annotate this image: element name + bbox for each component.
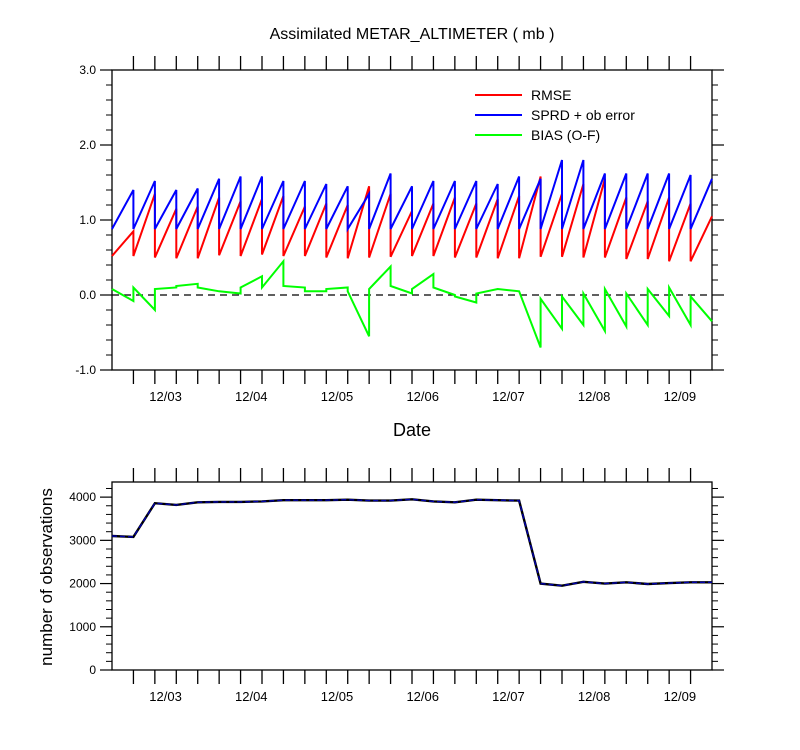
y-tick-label: 1.0 xyxy=(79,213,96,227)
x-tick-label: 12/08 xyxy=(578,389,611,404)
x-tick-label: 12/07 xyxy=(492,389,525,404)
y-axis-label: number of observations xyxy=(37,488,56,666)
y-tick-label: 1000 xyxy=(69,620,96,634)
x-tick-label: 12/09 xyxy=(664,389,697,404)
x-tick-label: 12/05 xyxy=(321,689,354,704)
x-tick-label: 12/03 xyxy=(149,689,182,704)
x-tick-label: 12/08 xyxy=(578,689,611,704)
x-tick-label: 12/03 xyxy=(149,389,182,404)
y-tick-label: -1.0 xyxy=(75,363,96,377)
x-tick-label: 12/04 xyxy=(235,689,268,704)
y-tick-label: 2.0 xyxy=(79,138,96,152)
chart-title: Assimilated METAR_ALTIMETER ( mb ) xyxy=(270,26,555,43)
legend-label: SPRD + ob error xyxy=(531,107,635,123)
x-axis-label: Date xyxy=(393,420,431,440)
x-tick-label: 12/09 xyxy=(664,689,697,704)
y-tick-label: 4000 xyxy=(69,490,96,504)
series-line-sprd xyxy=(111,159,713,233)
observations-line-shadow xyxy=(111,498,712,587)
y-tick-label: 3.0 xyxy=(79,63,96,77)
x-tick-label: 12/06 xyxy=(406,689,439,704)
y-tick-label: 0.0 xyxy=(79,288,96,302)
bottom-chart: 12/03 12/04 12/05 12/06 12/07 12/08 12/09 0 1000… xyxy=(69,468,724,704)
y-tick-label: 2000 xyxy=(69,577,96,591)
legend-label: RMSE xyxy=(531,87,571,103)
series-line-bias xyxy=(111,258,713,348)
y-tick-label: 3000 xyxy=(69,533,96,547)
x-tick-label: 12/04 xyxy=(235,389,268,404)
x-tick-label: 12/06 xyxy=(406,389,439,404)
legend-label: BIAS (O-F) xyxy=(531,127,600,143)
top-chart: 12/03 12/04 12/05 12/06 12/07 12/08 12/09 -1.0 0… xyxy=(75,56,724,404)
x-tick-label: 12/07 xyxy=(492,689,525,704)
plot-frame xyxy=(111,481,713,671)
x-tick-label: 12/05 xyxy=(321,389,354,404)
y-tick-label: 0 xyxy=(89,663,96,677)
observations-line xyxy=(111,498,712,587)
